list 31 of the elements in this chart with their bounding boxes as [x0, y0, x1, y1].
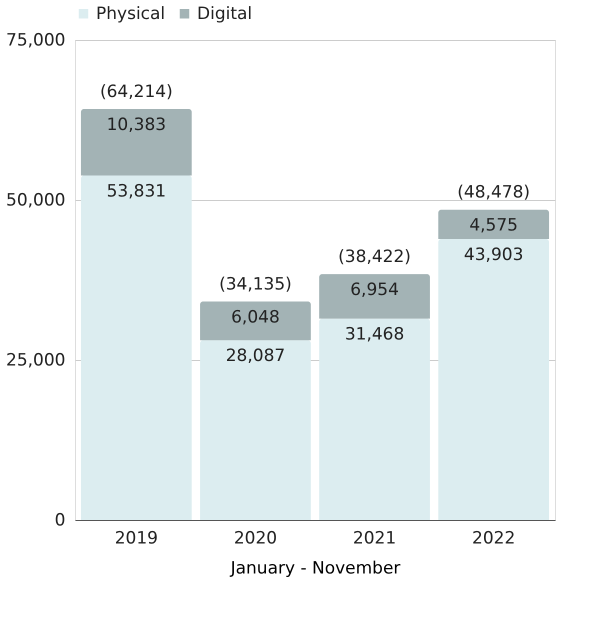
total-label: (64,214): [100, 82, 173, 102]
y-tick-label: 50,000: [6, 190, 66, 210]
data-label: 31,468: [344, 324, 404, 345]
bar: [200, 302, 311, 340]
x-tick-label: 2020: [234, 528, 278, 548]
data-label: 53,831: [106, 181, 166, 202]
y-tick-label: 0: [54, 510, 66, 530]
legend-label: Physical: [96, 4, 166, 24]
total-label: (38,422): [338, 247, 411, 268]
total-label: (34,135): [219, 274, 292, 295]
y-tick-label: 25,000: [6, 350, 66, 370]
data-label: 10,383: [106, 115, 166, 136]
y-tick-label: 75,000: [6, 30, 66, 50]
bar: [438, 210, 550, 240]
bar: [319, 274, 430, 319]
bar: [319, 318, 430, 520]
x-axis-title: January - November: [230, 558, 400, 578]
bar: [200, 340, 311, 520]
legend-label: Digital: [197, 4, 252, 24]
total-label: (48,478): [457, 182, 530, 203]
data-label: 4,575: [469, 216, 518, 236]
data-label: 28,087: [226, 346, 286, 366]
data-label: 43,903: [464, 245, 524, 266]
x-tick-label: 2021: [352, 528, 396, 548]
bar: [80, 175, 192, 520]
data-label: 6,048: [231, 308, 280, 328]
x-tick-label: 2022: [472, 528, 516, 548]
bar: [438, 239, 550, 520]
data-label: 6,954: [350, 280, 399, 300]
x-tick-label: 2019: [114, 528, 158, 548]
bar: [80, 109, 192, 176]
